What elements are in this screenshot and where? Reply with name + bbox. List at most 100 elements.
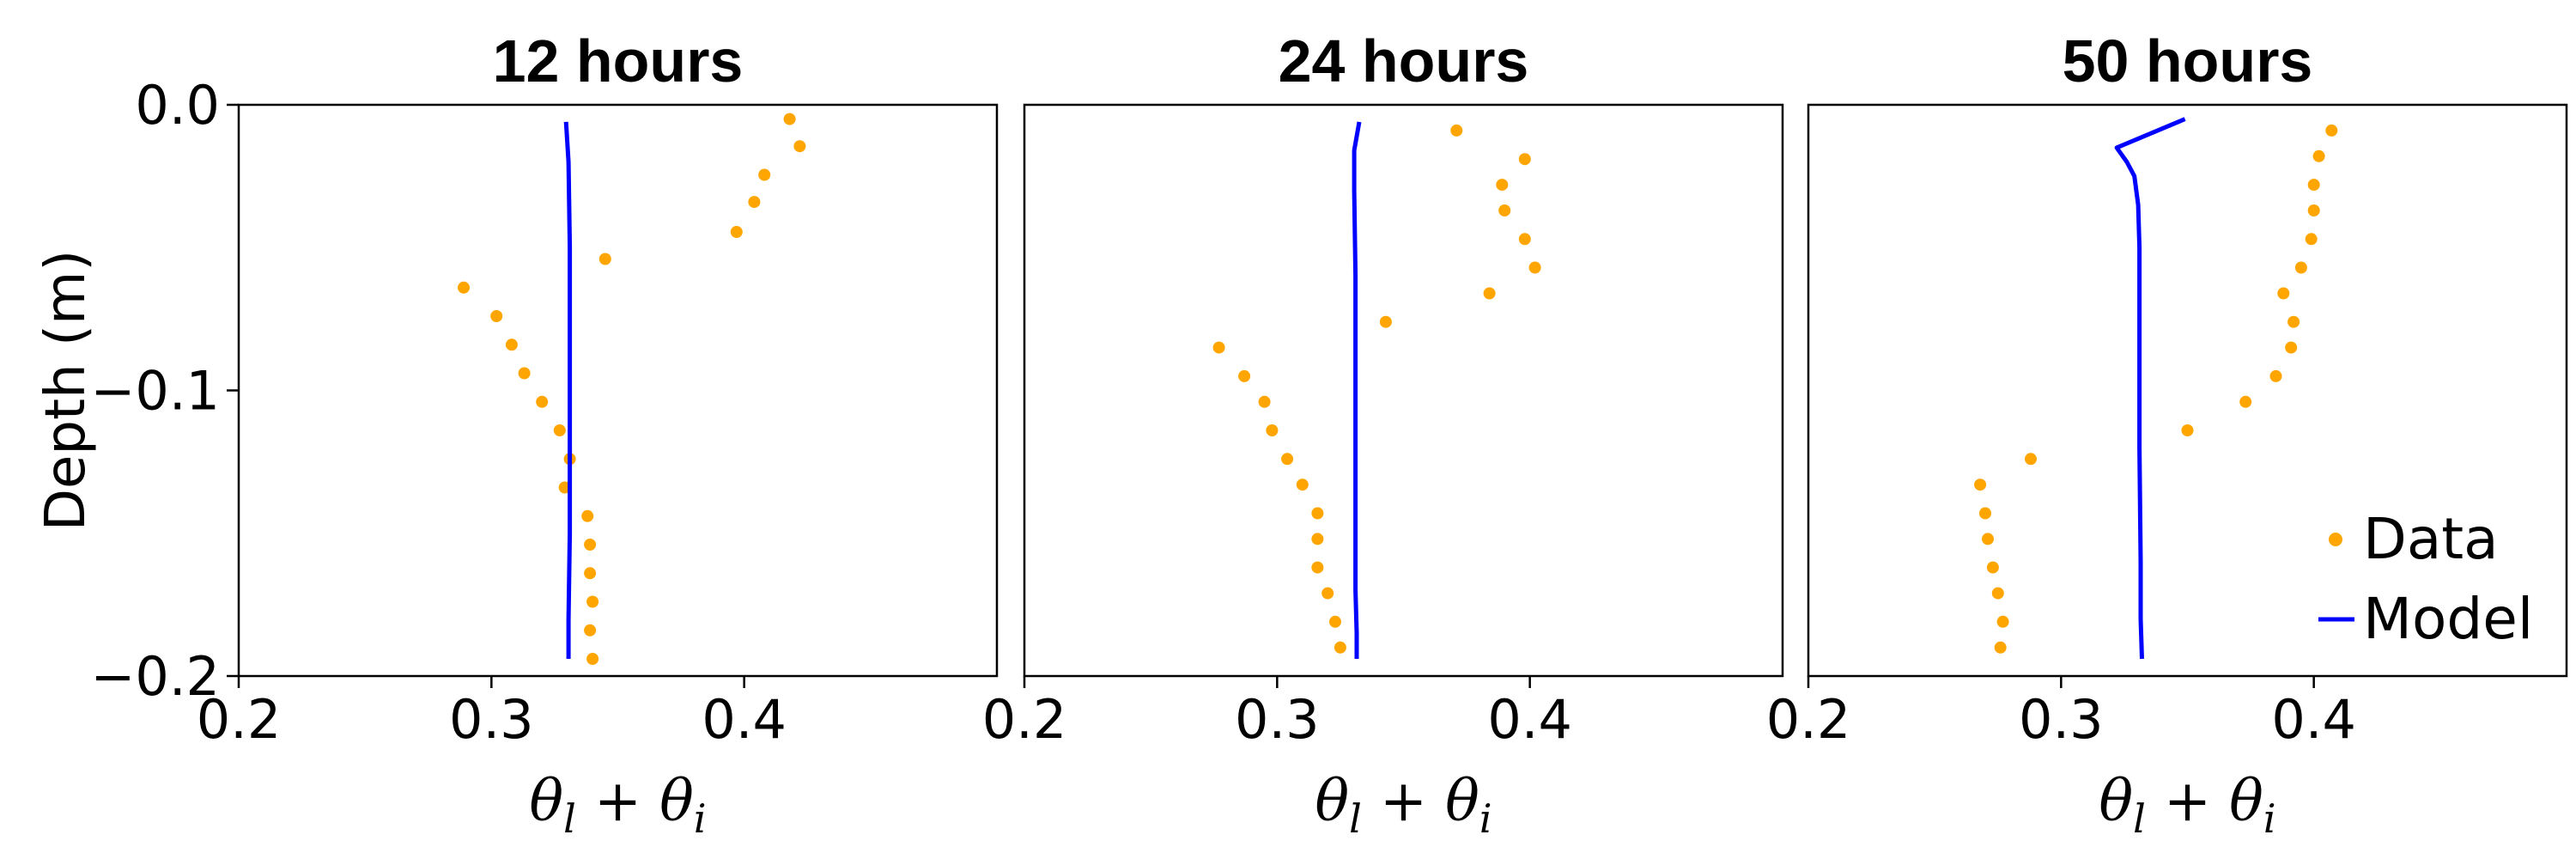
data-point	[536, 395, 549, 408]
x-label-symbol: θ	[2229, 768, 2263, 834]
y-axis-label: Depth (m)	[34, 250, 98, 532]
data-point	[783, 113, 796, 125]
data-point	[553, 424, 566, 436]
data-point	[1991, 587, 2004, 600]
data-point	[1986, 561, 1999, 574]
data-point	[1266, 424, 1279, 436]
x-label-subscript: l	[563, 795, 576, 842]
data-point	[2325, 124, 2338, 137]
y-tick-label: −0.2	[90, 645, 220, 708]
x-tick-label: 0.3	[1235, 688, 1320, 751]
data-point	[598, 253, 611, 265]
data-point	[1311, 561, 1324, 574]
model-line	[563, 121, 573, 659]
x-label-symbol: θ	[659, 768, 694, 834]
model-line	[1352, 121, 1362, 659]
data-point	[2285, 341, 2298, 354]
legend-data-label: Data	[2363, 506, 2499, 572]
data-point	[1238, 369, 1251, 382]
x-label-symbol: θ	[1315, 768, 1349, 834]
legend: Data Model	[2318, 506, 2533, 652]
data-point	[2307, 204, 2320, 216]
data-point	[2312, 149, 2325, 162]
y-tick-label: 0.0	[135, 74, 220, 137]
data-point	[2305, 233, 2318, 246]
data-point	[1483, 287, 1496, 300]
data-point	[1212, 341, 1225, 354]
data-point	[1979, 507, 1991, 520]
subplot-title: 24 hours	[1279, 27, 1529, 94]
x-axis-label: θl + θi	[1315, 768, 1492, 842]
x-label-subscript: l	[2133, 795, 2146, 842]
data-point	[748, 196, 761, 209]
plot-frame	[237, 103, 999, 678]
data-point	[2277, 287, 2290, 300]
subplot-3: 50 hours 0.2 0.3 0.4 θl + θi Data Model	[1766, 27, 2568, 842]
data-point	[2307, 179, 2320, 192]
data-point	[1334, 641, 1346, 654]
legend-data-marker	[2329, 533, 2342, 546]
data-point	[1996, 615, 2009, 628]
x-label-subscript: i	[1479, 795, 1492, 842]
data-point	[2181, 424, 2194, 436]
data-point	[2239, 395, 2252, 408]
x-tick-label: 0.2	[1766, 688, 1851, 751]
data-point	[1450, 124, 1463, 137]
subplot-title: 50 hours	[2063, 27, 2313, 94]
x-tick-label: 0.3	[449, 688, 534, 751]
x-label-subscript: l	[1349, 795, 1362, 842]
data-point	[2269, 369, 2282, 382]
x-label-plus: +	[576, 768, 659, 834]
data-point	[458, 281, 470, 294]
data-point	[1496, 179, 1509, 192]
data-point	[1518, 233, 1531, 246]
x-label-symbol: θ	[529, 768, 563, 834]
x-axis-label: θl + θi	[2099, 768, 2275, 842]
data-point	[1311, 507, 1324, 520]
data-point	[1498, 204, 1511, 216]
legend-model-label: Model	[2363, 586, 2533, 652]
subplot-title: 12 hours	[493, 27, 744, 94]
x-label-plus: +	[1362, 768, 1445, 834]
data-point	[490, 310, 503, 322]
y-tick-label: −0.1	[90, 360, 220, 423]
data-point	[1296, 478, 1309, 491]
data-point	[2287, 315, 2300, 328]
x-tick-label: 0.4	[2271, 688, 2356, 751]
data-point	[1379, 315, 1392, 328]
data-point	[1974, 478, 1987, 491]
x-tick-label: 0.2	[982, 688, 1067, 751]
data-point	[584, 539, 597, 551]
data-point	[1258, 395, 1271, 408]
data-point	[730, 226, 743, 238]
data-point	[584, 567, 597, 580]
data-point	[1321, 587, 1334, 600]
data-point	[1329, 615, 1341, 628]
data-point	[584, 624, 597, 637]
x-tick-label: 0.3	[2019, 688, 2104, 751]
data-point	[581, 509, 594, 522]
x-label-plus: +	[2146, 768, 2229, 834]
data-point	[2025, 453, 2037, 466]
data-point	[758, 168, 771, 181]
x-label-subscript: i	[694, 795, 707, 842]
data-point	[1518, 153, 1531, 166]
data-point	[505, 338, 518, 351]
plot-frame	[1023, 103, 1784, 678]
x-tick-label: 0.4	[1487, 688, 1572, 751]
x-tick-label: 0.2	[197, 688, 282, 751]
data-point	[793, 140, 806, 153]
data-point	[1281, 453, 1294, 466]
data-point	[1528, 261, 1541, 274]
data-point	[1994, 641, 2007, 654]
data-point	[1311, 533, 1324, 545]
data-point	[2294, 261, 2307, 274]
x-axis-label: θl + θi	[529, 768, 706, 842]
x-label-symbol: θ	[1445, 768, 1479, 834]
x-label-symbol: θ	[2099, 768, 2133, 834]
data-point	[1982, 533, 1994, 545]
data-point	[586, 595, 599, 608]
